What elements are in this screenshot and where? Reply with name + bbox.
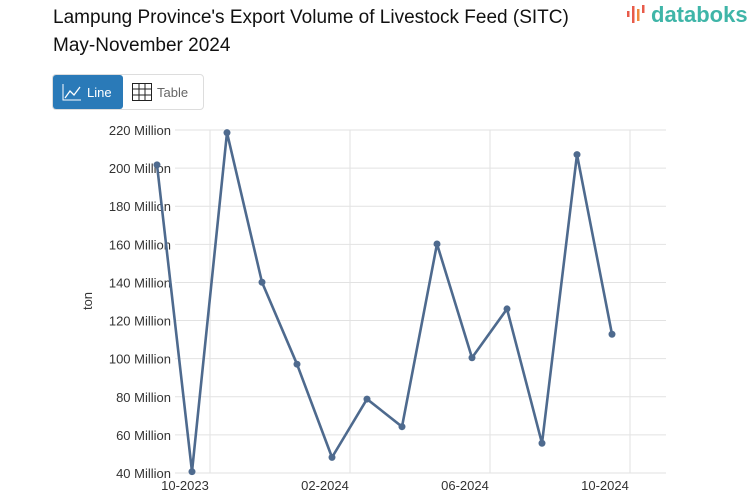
- data-point[interactable]: [538, 439, 546, 447]
- title-line-1: Lampung Province's Export Volume of Live…: [53, 7, 569, 28]
- data-point[interactable]: [433, 240, 441, 248]
- title-line-2: May-November 2024: [53, 35, 231, 56]
- databoks-logo: databoks: [626, 2, 748, 28]
- y-tick-label: 100 Million: [109, 352, 171, 367]
- data-point[interactable]: [608, 330, 616, 338]
- data-point[interactable]: [363, 395, 371, 403]
- logo-bars-icon: [627, 5, 645, 23]
- x-tick-label: 10-2024: [581, 478, 629, 493]
- data-point[interactable]: [223, 129, 231, 137]
- data-point[interactable]: [188, 468, 196, 476]
- y-tick-label: 40 Million: [116, 466, 171, 481]
- y-tick-label: 160 Million: [109, 237, 171, 252]
- table-label: Table: [157, 84, 189, 100]
- line-label: Line: [87, 84, 112, 100]
- data-point[interactable]: [153, 161, 161, 169]
- series-line: [155, 131, 614, 473]
- chart-title: Lampung Province's Export Volume of Live…: [53, 4, 569, 60]
- data-point[interactable]: [258, 278, 266, 286]
- y-tick-label: 220 Million: [109, 123, 171, 138]
- view-toggle: Line Table: [52, 74, 204, 110]
- data-point[interactable]: [398, 423, 406, 431]
- x-tick-label: 10-2023: [161, 478, 209, 493]
- y-tick-label: 200 Million: [109, 161, 171, 176]
- y-tick-label: 140 Million: [109, 275, 171, 290]
- data-point[interactable]: [503, 305, 511, 313]
- table-view-button[interactable]: Table: [123, 75, 196, 109]
- y-tick-label: 60 Million: [116, 428, 171, 443]
- logo-text: databoks: [651, 2, 748, 27]
- x-tick-label: 06-2024: [441, 478, 489, 493]
- line-chart-icon: [62, 84, 81, 101]
- x-tick-label: 02-2024: [301, 478, 349, 493]
- table-grid-icon: [132, 83, 152, 101]
- data-point[interactable]: [468, 354, 476, 362]
- y-tick-label: 80 Million: [116, 390, 171, 405]
- y-tick-label: 180 Million: [109, 199, 171, 214]
- y-tick-label: 120 Million: [109, 314, 171, 329]
- data-point[interactable]: [293, 360, 301, 368]
- line-view-button[interactable]: Line: [53, 75, 123, 109]
- data-point[interactable]: [328, 453, 336, 461]
- y-axis-label: ton: [80, 292, 95, 310]
- data-point[interactable]: [573, 151, 581, 159]
